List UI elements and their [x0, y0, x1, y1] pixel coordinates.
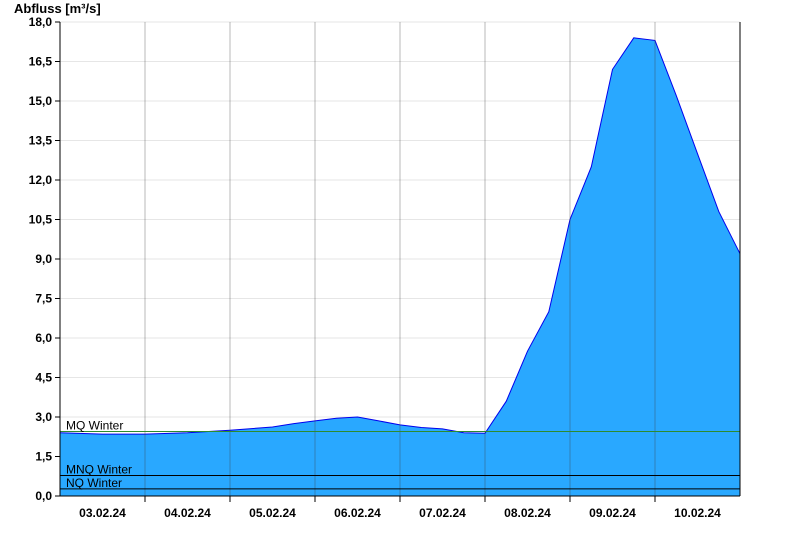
x-tick-label: 08.02.24: [504, 506, 551, 520]
x-tick-label: 07.02.24: [419, 506, 466, 520]
reference-line-label: NQ Winter: [66, 476, 122, 490]
y-tick-label: 7,5: [35, 292, 52, 306]
y-axis-ticks: 0,0 1,5 3,0 4,5 6,0 7,5 9,0 10,5 12,0 13,5 15,0 16,…: [29, 15, 60, 503]
y-tick-label: 13,5: [29, 134, 53, 148]
y-tick-label: 1,5: [35, 450, 52, 464]
x-tick-label: 10.02.24: [674, 506, 721, 520]
x-tick-label: 03.02.24: [79, 506, 126, 520]
x-tick-label: 04.02.24: [164, 506, 211, 520]
reference-line-label: MNQ Winter: [66, 462, 132, 476]
y-tick-label: 18,0: [29, 15, 53, 29]
discharge-line: [59, 37, 741, 435]
y-tick-label: 12,0: [29, 173, 53, 187]
x-tick-label: 06.02.24: [334, 506, 381, 520]
x-axis-ticks: 03.02.24 04.02.24 05.02.24 06.02.24 07.02.24…: [79, 496, 721, 520]
x-tick-label: 05.02.24: [249, 506, 296, 520]
x-tick-label: 09.02.24: [589, 506, 636, 520]
y-tick-label: 6,0: [35, 331, 52, 345]
reference-line-label: MQ Winter: [66, 418, 123, 432]
y-tick-label: 9,0: [35, 252, 52, 266]
y-tick-label: 4,5: [35, 371, 52, 385]
y-tick-label: 15,0: [29, 94, 53, 108]
y-tick-label: 10,5: [29, 213, 53, 227]
y-axis-title: Abfluss [m³/s]: [14, 1, 101, 16]
y-tick-label: 3,0: [35, 410, 52, 424]
day-separator-lines: [144, 22, 656, 496]
y-tick-label: 16,5: [29, 55, 53, 69]
y-tick-label: 0,0: [35, 489, 52, 503]
